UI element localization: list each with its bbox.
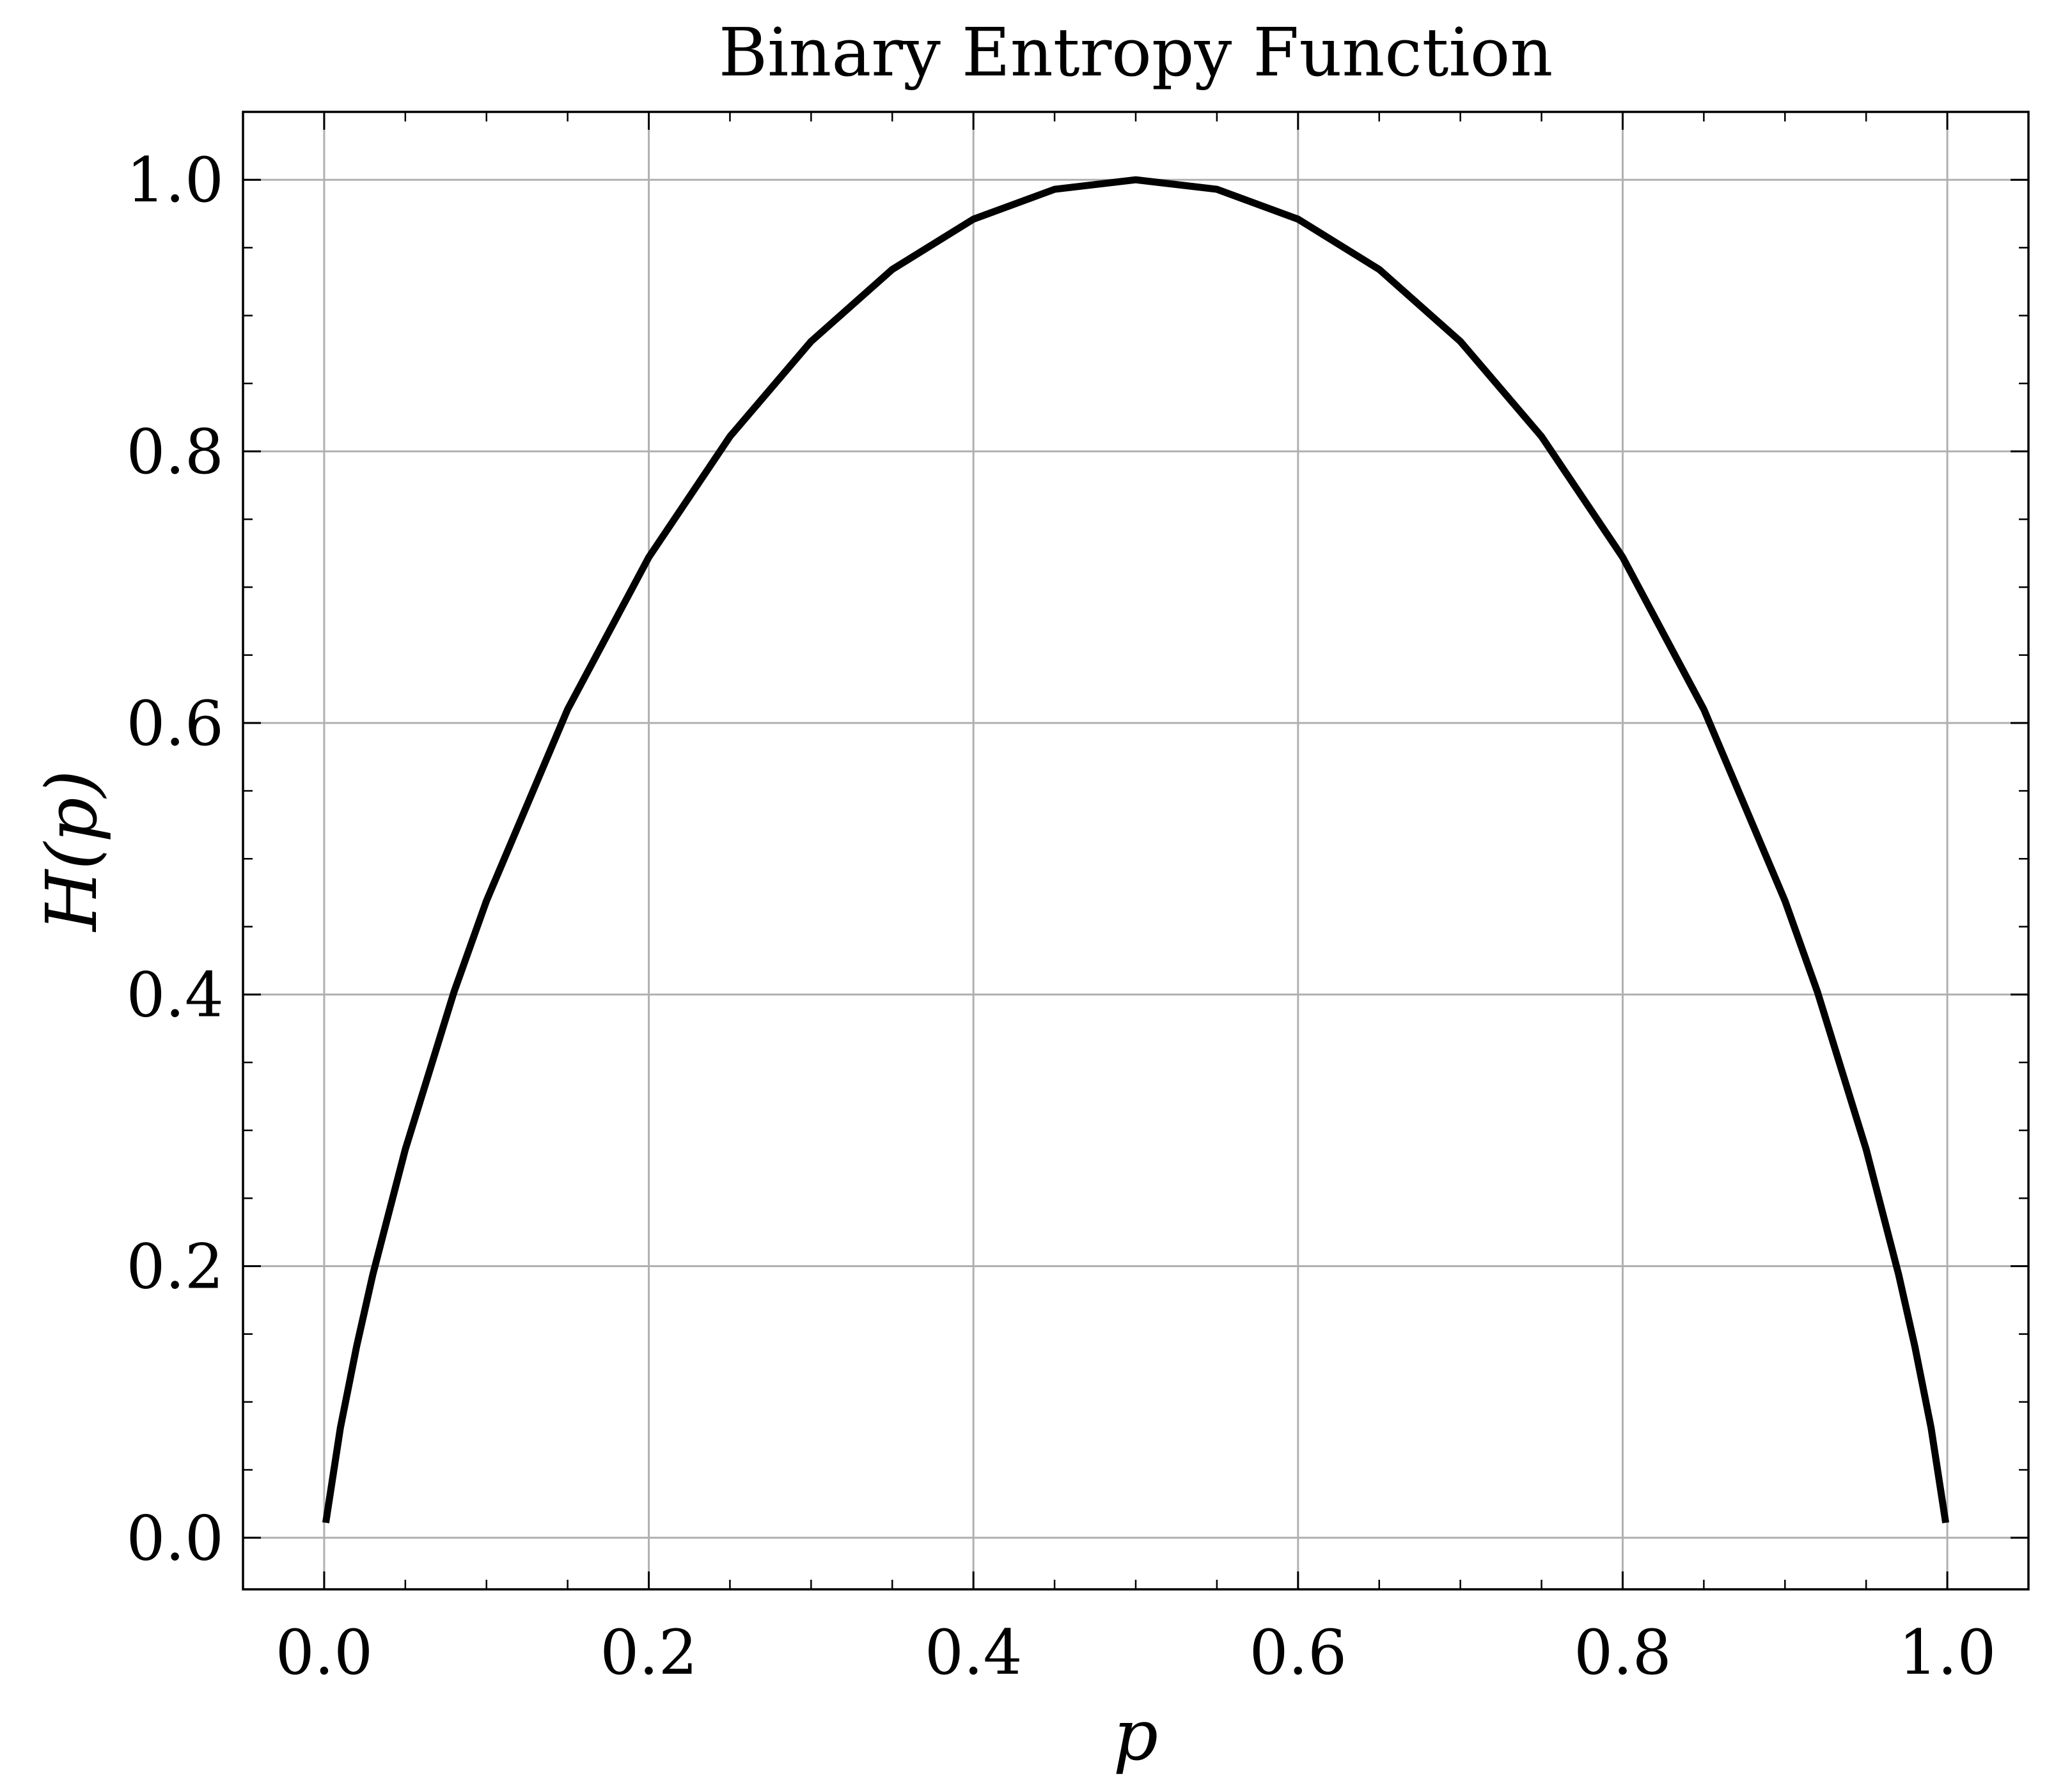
chart-title: Binary Entropy Function <box>719 13 1553 91</box>
x-tick-label: 1.0 <box>1899 1617 1996 1688</box>
y-axis-label: H(p) <box>31 770 113 932</box>
series-line <box>322 176 1950 1523</box>
x-tick-label: 0.4 <box>925 1617 1023 1688</box>
y-tick-label: 0.8 <box>126 416 224 488</box>
x-tick-label: 0.0 <box>276 1617 373 1688</box>
y-tick-label: 0.2 <box>126 1231 224 1302</box>
tick-labels: 0.0 0.2 0.4 0.6 0.8 1.0 0.0 0.2 0.4 0.6 0.8 1.0 <box>126 144 1996 1688</box>
series-layer <box>322 176 1950 1523</box>
y-tick-label: 0.4 <box>126 960 224 1031</box>
x-tick-label: 0.6 <box>1249 1617 1347 1688</box>
plot-frame <box>242 111 2030 1591</box>
x-tick-label: 0.8 <box>1574 1617 1672 1688</box>
grid <box>243 112 2028 1589</box>
y-tick-label: 0.0 <box>126 1502 224 1574</box>
y-tick-label: 1.0 <box>126 144 224 216</box>
x-axis-label: p <box>1113 1694 1158 1776</box>
x-tick-label: 0.2 <box>600 1617 698 1688</box>
ticks <box>243 112 2028 1589</box>
y-tick-label: 0.6 <box>126 688 224 760</box>
